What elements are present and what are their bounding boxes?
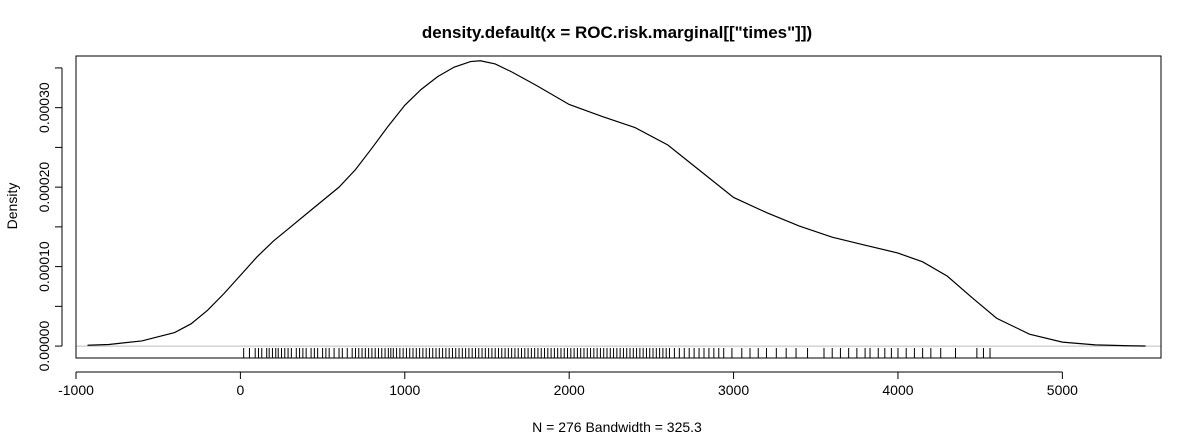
- x-tick-label: 0: [236, 382, 244, 398]
- x-tick-label: -1000: [58, 382, 94, 398]
- y-axis: 0.00000 0.00010 0.00020 0.00030: [36, 67, 63, 372]
- x-tick-label: 2000: [554, 382, 585, 398]
- y-tick-label: 0.00030: [36, 82, 52, 133]
- x-tick-label: 5000: [1047, 382, 1078, 398]
- rug-marks: [243, 348, 991, 358]
- y-tick-label: 0.00010: [36, 241, 52, 292]
- chart-title: density.default(x = ROC.risk.marginal[["…: [422, 23, 812, 42]
- x-tick-label: 1000: [389, 382, 420, 398]
- y-tick-label: 0.00020: [36, 162, 52, 213]
- plot-box: [75, 55, 1162, 359]
- x-axis-label: N = 276 Bandwidth = 325.3: [532, 419, 702, 435]
- x-axis: -1000 0 1000 2000 3000 4000 5000: [58, 371, 1078, 398]
- x-tick-label: 3000: [718, 382, 749, 398]
- x-tick-label: 4000: [882, 382, 913, 398]
- y-tick-label: 0.00000: [36, 321, 52, 372]
- density-curve: [87, 60, 1146, 347]
- y-axis-label: Density: [4, 183, 20, 230]
